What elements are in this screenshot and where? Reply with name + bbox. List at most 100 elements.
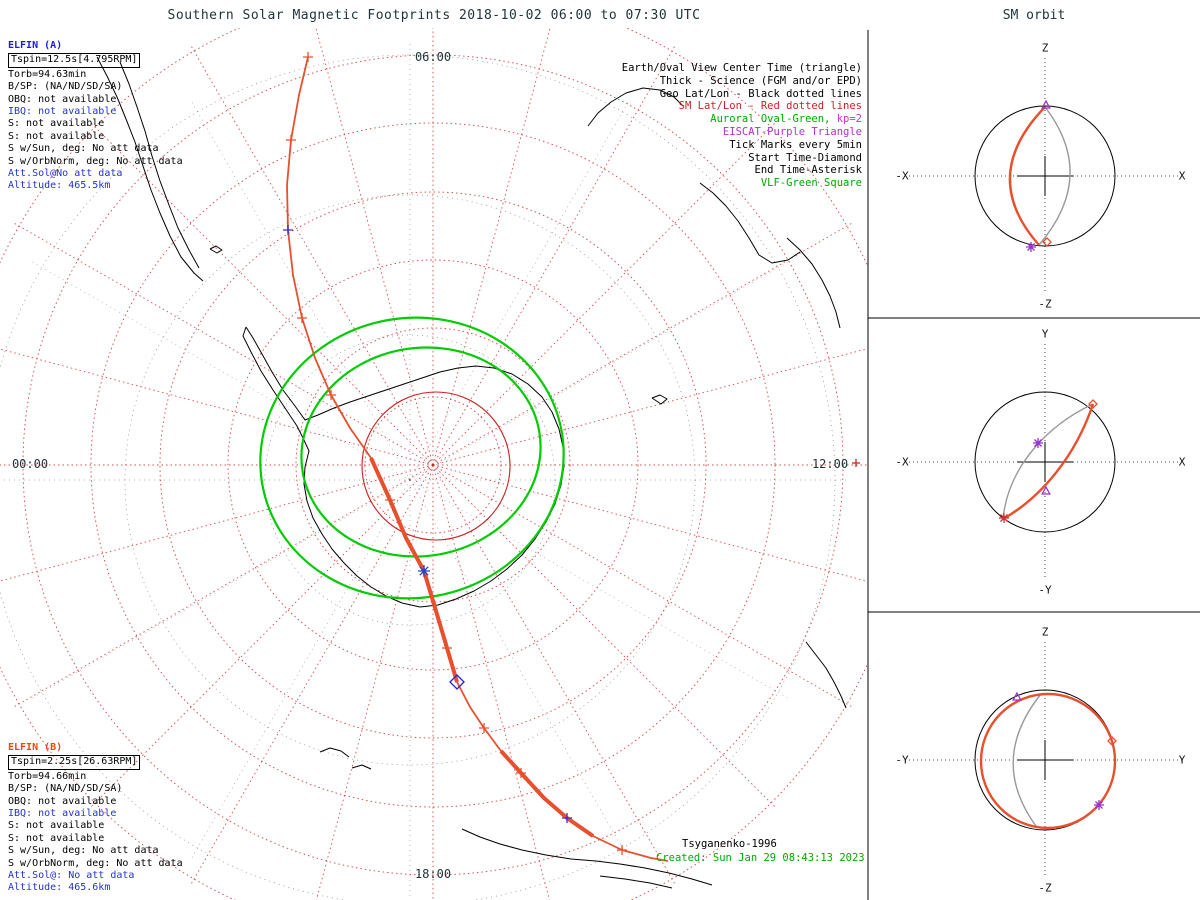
legend-line: Thick - Science (FGM and/or EPD) xyxy=(659,74,862,87)
elfin-b-info-block: ELFIN (B) Tspin=2.25s[26.63RPM] Torb=94.66… xyxy=(8,742,183,895)
panel1-axis-bottom: -Z xyxy=(1038,297,1052,311)
sm-grid-ring xyxy=(159,191,707,739)
panel1-axis-right: X xyxy=(1178,169,1186,183)
triangle-marker xyxy=(1041,99,1051,109)
legend-line: Auroral Oval-Green, kp=2 xyxy=(710,113,862,126)
info-line: B/SP: (NA/ND/SD/SA) xyxy=(8,81,123,93)
panel2-axis-bottom: -Y xyxy=(1038,583,1052,597)
info-line: Torb=94.66min xyxy=(8,770,87,782)
geo-grid-radial xyxy=(189,479,411,862)
asterisk-marker xyxy=(1033,438,1043,448)
panel1-axis-top: Z xyxy=(1041,41,1049,55)
clock-label-right: 12:00 xyxy=(811,457,849,471)
plus-marker xyxy=(385,495,395,505)
orbit-farside-arc xyxy=(1002,403,1094,520)
plus-marker xyxy=(283,225,293,235)
diamond-marker xyxy=(449,674,465,690)
info-line: S: not available xyxy=(8,832,105,844)
info-line: Tspin=12.5s[4.795RPM] xyxy=(8,52,183,68)
info-header: ELFIN (A) xyxy=(8,40,63,51)
sm-grid-radial xyxy=(0,348,434,466)
center-cross xyxy=(1017,740,1073,780)
coastline xyxy=(786,237,841,329)
panel3-axis-top: Z xyxy=(1041,625,1049,639)
sm-orbit-panel-2 xyxy=(905,344,1185,580)
created-timestamp: Created: Sun Jan 29 08:43:13 2023 xyxy=(656,852,865,864)
triangle-marker xyxy=(1041,485,1051,495)
coastline xyxy=(96,56,204,282)
plus-marker xyxy=(852,459,860,467)
diamond-marker xyxy=(1042,237,1052,247)
model-label: Tsyganenko-1996 xyxy=(682,838,777,850)
geo-grid-radial xyxy=(28,479,411,701)
info-line: IBQ: not available xyxy=(8,808,117,820)
orbit-farside-arc xyxy=(1012,693,1042,827)
polar-map xyxy=(0,28,868,900)
auroral-oval xyxy=(300,346,542,558)
plus-marker xyxy=(617,845,627,855)
info-line: S w/Sun, deg: No att data xyxy=(8,143,159,155)
sm-grid-radial xyxy=(315,464,434,900)
geo-grid-radial xyxy=(409,98,631,481)
legend-line: Tick Marks every 5min xyxy=(729,138,862,151)
sm-grid-ring xyxy=(295,327,571,603)
clock-label-top: 06:00 xyxy=(414,50,452,64)
legend-line: Start Time-Diamond xyxy=(748,151,862,164)
legend-line: EISCAT-Purple Triangle xyxy=(722,125,862,138)
geo-grid-radial xyxy=(409,479,792,701)
geo-grid-radial xyxy=(28,259,411,481)
legend-line: Geo Lat/Lon - Black dotted lines xyxy=(659,87,862,100)
sm-grid-ring xyxy=(227,259,639,671)
plus-marker xyxy=(297,313,307,323)
orbit-arc xyxy=(979,692,1117,830)
legend-line: SM Lat/Lon - Red dotted lines xyxy=(678,100,862,113)
panel1-axis-left: -X xyxy=(895,169,909,183)
info-line: S w/Sun, deg: No att data xyxy=(8,845,159,857)
info-line: Altitude: 465.6km xyxy=(8,882,111,894)
asterisk-marker xyxy=(418,565,430,577)
geo-grid-radial xyxy=(409,479,631,862)
plot-legend: Earth/Oval View Center Time (triangle) Th… xyxy=(622,62,862,190)
geo-grid-radial xyxy=(189,98,411,481)
orbit-arc xyxy=(1008,106,1046,246)
science-zone-segment xyxy=(499,749,595,838)
orbit-arc xyxy=(1002,403,1095,521)
auroral-oval xyxy=(259,316,565,600)
coastline xyxy=(351,764,372,770)
sm-orbit-title: SM orbit xyxy=(1002,8,1066,23)
sm-grid-radial xyxy=(432,464,777,809)
info-line: S w/OrbNorm, deg: No att data xyxy=(8,857,183,869)
clock-label-left: 00:00 xyxy=(11,457,49,471)
geo-grid-ring xyxy=(264,334,556,626)
info-line: OBQ: not available xyxy=(8,795,117,807)
plus-marker xyxy=(479,723,489,733)
plus-marker xyxy=(286,135,296,145)
info-line: Att.Sol@No att data xyxy=(8,168,123,180)
plus-marker xyxy=(442,643,452,653)
panel3-axis-left: -Y xyxy=(895,753,909,767)
sm-orbit-panel-3 xyxy=(905,642,1185,878)
info-line: Torb=94.63min xyxy=(8,68,87,80)
panel3-axis-bottom: -Z xyxy=(1038,881,1052,895)
panel2-axis-right: X xyxy=(1178,455,1186,469)
sm-grid-radial xyxy=(432,347,868,466)
clock-label-bottom: 18:00 xyxy=(414,867,452,881)
plus-marker xyxy=(326,390,336,400)
sm-orbit-panel-1 xyxy=(905,58,1185,294)
info-line: IBQ: not available xyxy=(8,106,117,118)
geo-grid-ring xyxy=(124,194,696,766)
legend-line: VLF-Green Square xyxy=(760,177,862,190)
pole-circle xyxy=(361,391,511,541)
coastline xyxy=(699,182,801,264)
info-line: S: not available xyxy=(8,118,105,130)
asterisk-marker xyxy=(1094,800,1104,810)
info-line: Altitude: 465.5km xyxy=(8,180,111,192)
coastline xyxy=(119,61,200,269)
geo-grid-ring xyxy=(0,54,836,900)
elfin-footprint-track xyxy=(286,56,669,862)
coastline xyxy=(319,747,350,758)
center-cross xyxy=(1017,156,1073,196)
diamond-marker xyxy=(1107,736,1117,746)
earth-circle xyxy=(974,391,1116,533)
